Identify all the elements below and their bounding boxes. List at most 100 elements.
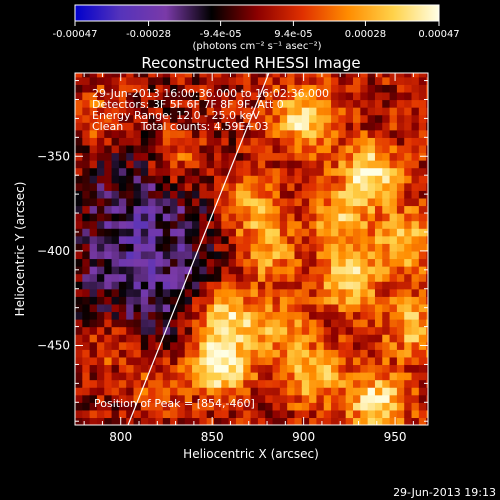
heatmap-cell <box>162 73 171 78</box>
heatmap-cell <box>243 266 252 275</box>
heatmap-cell <box>294 122 303 131</box>
heatmap-cell <box>331 114 339 123</box>
heatmap-cell <box>170 296 179 305</box>
heatmap-cell <box>360 91 369 101</box>
heatmap-cell <box>192 349 200 358</box>
heatmap-cell <box>89 91 98 101</box>
heatmap-cell <box>389 73 398 78</box>
heatmap-cell <box>257 273 266 282</box>
heatmap-cell <box>206 334 215 343</box>
heatmap-cell <box>287 303 296 313</box>
heatmap-cell <box>96 91 105 101</box>
heatmap-cell <box>162 402 171 411</box>
heatmap-cell <box>133 235 142 244</box>
heatmap-cell <box>126 387 135 396</box>
heatmap-cell <box>104 190 113 199</box>
heatmap-cell <box>389 114 398 123</box>
heatmap-cell <box>265 409 274 419</box>
heatmap-cell <box>396 402 405 411</box>
heatmap-cell <box>389 137 398 146</box>
heatmap-cell <box>316 235 325 244</box>
heatmap-cell <box>418 197 427 207</box>
heatmap-cell <box>331 137 339 146</box>
heatmap-cell <box>126 319 135 328</box>
heatmap-cell <box>272 372 281 381</box>
heatmap-cell <box>265 311 274 320</box>
heatmap-cell <box>243 144 252 154</box>
heatmap-cell <box>418 122 427 131</box>
heatmap-cell <box>316 258 325 267</box>
heatmap-cell <box>338 281 347 290</box>
heatmap-cell <box>206 417 215 425</box>
heatmap-cell <box>228 175 237 184</box>
heatmap-cell <box>235 190 244 199</box>
heatmap-cell <box>192 235 200 244</box>
heatmap-cell <box>192 258 200 267</box>
heatmap-cell <box>250 84 259 93</box>
heatmap-cell <box>118 243 127 252</box>
heatmap-cell <box>426 402 428 411</box>
heatmap-cell <box>206 73 215 78</box>
heatmap-cell <box>75 364 83 373</box>
heatmap-cell <box>389 129 398 138</box>
heatmap-cell <box>374 197 383 207</box>
heatmap-cell <box>287 228 296 237</box>
heatmap-cell <box>279 197 288 207</box>
heatmap-cell <box>353 91 361 101</box>
heatmap-cell <box>111 243 120 252</box>
heatmap-cell <box>133 107 142 116</box>
heatmap-cell <box>265 175 274 184</box>
heatmap-cell <box>294 379 303 388</box>
heatmap-cell <box>257 379 266 388</box>
heatmap-cell <box>243 129 252 138</box>
heatmap-cell <box>155 73 164 78</box>
heatmap-cell <box>374 205 383 214</box>
heatmap-cell <box>199 160 208 169</box>
heatmap-cell <box>287 84 296 93</box>
heatmap-cell <box>257 235 266 244</box>
heatmap-cell <box>316 84 325 93</box>
heatmap-cell <box>272 73 281 78</box>
heatmap-cell <box>118 107 127 116</box>
heatmap-cell <box>221 356 230 366</box>
heatmap-cell <box>389 235 398 244</box>
heatmap-cell <box>316 387 325 396</box>
heatmap-cell <box>111 288 120 297</box>
heatmap-cell <box>177 144 186 154</box>
heatmap-cell <box>192 303 200 313</box>
heatmap-cell <box>287 235 296 244</box>
colorbar-tick-label: 9.4e-05 <box>274 29 312 40</box>
heatmap-cell <box>184 144 193 154</box>
heatmap-cell <box>133 409 142 419</box>
heatmap-cell <box>214 364 222 373</box>
heatmap-cell <box>82 356 91 366</box>
heatmap-cell <box>353 311 361 320</box>
heatmap-cell <box>118 152 127 161</box>
heatmap-cell <box>104 288 113 297</box>
heatmap-cell <box>206 205 215 214</box>
heatmap-cell <box>404 281 413 290</box>
heatmap-cell <box>382 372 391 381</box>
heatmap-cell <box>104 152 113 161</box>
heatmap-cell <box>184 91 193 101</box>
heatmap-cell <box>214 387 222 396</box>
heatmap-cell <box>221 160 230 169</box>
heatmap-cell <box>199 356 208 366</box>
heatmap-cell <box>353 334 361 343</box>
heatmap-cell <box>206 129 215 138</box>
heatmap-cell <box>396 341 405 350</box>
heatmap-cell <box>396 228 405 237</box>
heatmap-cell <box>265 387 274 396</box>
chart-title: Reconstructed RHESSI Image <box>141 54 360 72</box>
heatmap-cell <box>243 99 252 108</box>
heatmap-cell <box>265 288 274 297</box>
heatmap-cell <box>338 129 347 138</box>
heatmap-cell <box>250 228 259 237</box>
heatmap-cell <box>396 152 405 161</box>
heatmap-cell <box>396 122 405 131</box>
heatmap-cell <box>338 334 347 343</box>
heatmap-cell <box>221 402 230 411</box>
heatmap-cell <box>170 303 179 313</box>
heatmap-cell <box>309 175 318 184</box>
heatmap-cell <box>162 137 171 146</box>
